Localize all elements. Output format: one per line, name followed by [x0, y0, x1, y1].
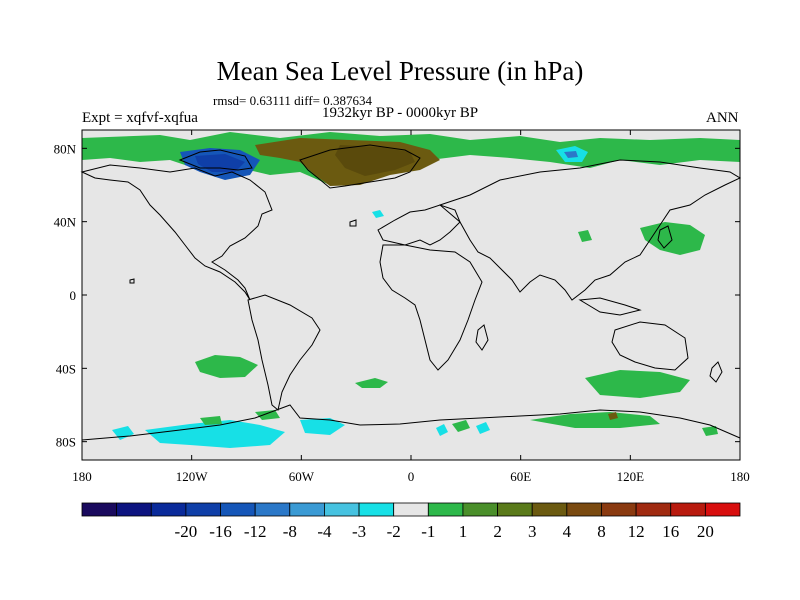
- season-label: ANN: [706, 110, 739, 126]
- anomaly-cyan-weddell: [436, 424, 448, 436]
- colorbar-swatch: [81, 502, 118, 517]
- colorbar-label: 20: [697, 522, 714, 541]
- anomaly-cyan-ross: [300, 418, 345, 435]
- anomaly-brown-antarctic: [608, 412, 618, 420]
- anomaly-cyan-atlantic: [372, 210, 384, 218]
- latitude-axis: 80N 40N 0 40S 80S: [54, 141, 740, 450]
- colorbar-swatch: [220, 502, 256, 517]
- colorbar-swatch: [497, 502, 533, 517]
- colorbar-swatch: [427, 502, 464, 517]
- colorbar-swatch: [150, 502, 187, 517]
- colorbar-swatch: [324, 502, 360, 517]
- anomaly-green-far-east: [702, 426, 718, 436]
- colorbar-label: -3: [352, 522, 366, 541]
- anomaly-fields: [82, 132, 740, 448]
- anomaly-green-south-atlantic: [355, 378, 388, 388]
- map-title: Mean Sea Level Pressure (in hPa): [216, 56, 584, 86]
- colorbar-label: -16: [209, 522, 232, 541]
- coast-south-america: [247, 294, 321, 411]
- colorbar-label: -12: [244, 522, 267, 541]
- colorbar-swatch: [704, 502, 741, 517]
- lat-tick-label: 40N: [54, 215, 77, 230]
- anomaly-green-ross-edge: [200, 416, 222, 425]
- colorbar-label: 8: [597, 522, 606, 541]
- anomaly-cyan-sw: [112, 426, 134, 440]
- anomaly-green-amundsen: [255, 410, 280, 420]
- experiment-label: Expt = xqfvf-xqfua: [82, 110, 198, 126]
- colorbar-label: -8: [283, 522, 297, 541]
- coast-indonesia: [578, 297, 642, 316]
- colorbar-label: 2: [493, 522, 502, 541]
- coast-madagascar: [475, 324, 489, 351]
- colorbar-swatch: [393, 502, 429, 517]
- colorbar-swatch: [531, 502, 568, 517]
- colorbar-swatch: [116, 502, 152, 517]
- anomaly-cyan-southern-ocean: [145, 420, 285, 448]
- anomaly-cyan-weddell-2: [476, 422, 490, 434]
- colorbar-label: 12: [628, 522, 645, 541]
- anomaly-green-china: [578, 230, 592, 242]
- anomaly-brown-core: [335, 145, 415, 176]
- lon-tick-label: 60E: [510, 469, 531, 484]
- colorbar-swatch: [358, 502, 395, 517]
- anomaly-green-east-antarctica: [530, 412, 660, 428]
- colorbar-label: 16: [662, 522, 679, 541]
- lat-tick-label: 80N: [54, 141, 77, 156]
- colorbar-swatch: [289, 502, 325, 517]
- lon-tick-label: 180: [730, 469, 750, 484]
- colorbar-swatch: [601, 502, 637, 517]
- coast-australia: [611, 321, 689, 371]
- map-background: [82, 130, 740, 460]
- lat-tick-label: 0: [70, 288, 77, 303]
- coastlines: [80, 144, 742, 441]
- coast-antarctica: [81, 404, 741, 441]
- lat-tick-label: 80S: [56, 435, 76, 450]
- coast-europe: [377, 204, 461, 246]
- anomaly-blue-siberia: [564, 151, 578, 158]
- colorbar-label: 3: [528, 522, 537, 541]
- colorbar-swatch: [670, 502, 706, 517]
- coast-japan: [657, 225, 673, 249]
- colorbar-swatch: [566, 502, 602, 517]
- colorbar-label: -2: [387, 522, 401, 541]
- longitude-axis: 180 120W 60W 0 60E 120E 180: [72, 130, 750, 484]
- lat-tick-label: 40S: [56, 361, 76, 376]
- colorbar-label: 1: [459, 522, 468, 541]
- coast-asia: [439, 159, 742, 301]
- anomaly-green-indian: [585, 370, 690, 398]
- anomaly-green-south-pacific: [195, 355, 258, 378]
- colorbar-label: 4: [563, 522, 572, 541]
- coast-greenland: [299, 144, 421, 189]
- stats-label: rmsd= 0.63111 diff= 0.387634: [213, 93, 372, 108]
- coast-arctic-islands: [178, 149, 253, 171]
- period-label: 1932kyr BP - 0000kyr BP: [322, 105, 479, 121]
- coast-north-america: [80, 164, 273, 301]
- colorbar-label: -1: [421, 522, 435, 541]
- colorbar-swatch: [185, 502, 221, 517]
- colorbar-swatch: [462, 502, 498, 517]
- colorbar: -20 -16 -12 -8 -4 -3 -2 -1 1 2 3 4 8 12 16 20: [81, 502, 741, 541]
- lon-tick-label: 120E: [617, 469, 645, 484]
- colorbar-swatch: [635, 502, 672, 517]
- coast-pacific-island: [129, 278, 135, 284]
- coast-africa: [379, 244, 483, 371]
- lon-tick-label: 180: [72, 469, 92, 484]
- lon-tick-label: 60W: [289, 469, 315, 484]
- lon-tick-label: 120W: [176, 469, 209, 484]
- coast-azores: [349, 219, 357, 227]
- colorbar-label: -20: [175, 522, 198, 541]
- lon-tick-label: 0: [408, 469, 415, 484]
- colorbar-swatch: [254, 502, 291, 517]
- anomaly-green-weddell: [452, 420, 470, 432]
- colorbar-label: -4: [317, 522, 332, 541]
- coast-new-zealand: [709, 361, 723, 383]
